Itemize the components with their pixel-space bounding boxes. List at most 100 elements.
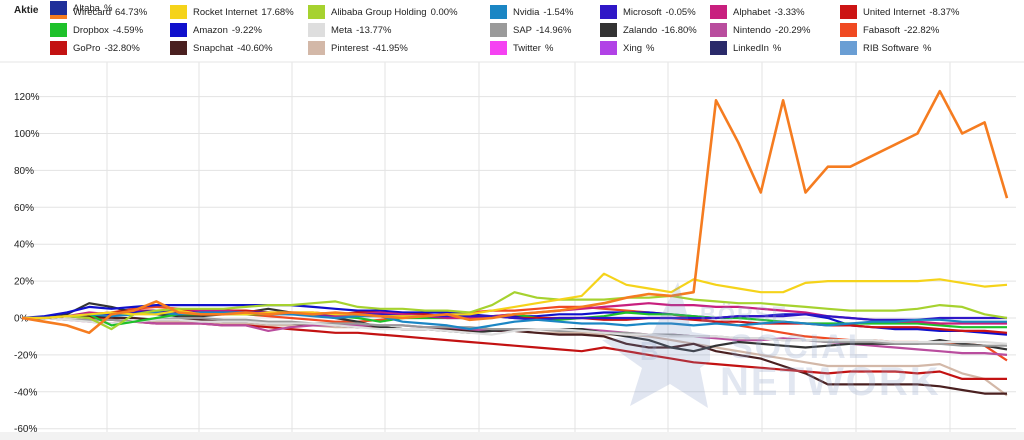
legend-label: Nvidia <box>513 6 540 18</box>
series-line-wirecard <box>21 89 1009 335</box>
legend-item-twitter[interactable]: Twitter% <box>490 40 553 56</box>
legend-label: Xing <box>623 42 643 54</box>
x-axis-strip <box>0 432 1024 440</box>
y-tick-label: 40% <box>14 240 34 251</box>
legend-item-linkedin[interactable]: LinkedIn% <box>710 40 781 56</box>
legend-swatch <box>308 23 325 37</box>
y-tick-label: -60% <box>14 424 37 435</box>
legend-swatch <box>710 23 727 37</box>
legend-value: -40.60% <box>237 42 273 54</box>
legend-label: Snapchat <box>193 42 234 54</box>
legend-swatch <box>170 5 187 19</box>
legend-swatch <box>490 23 507 37</box>
chart-series-lines <box>21 89 1009 397</box>
legend-value: -4.59% <box>112 24 144 36</box>
legend-label: Altaba <box>73 2 100 14</box>
legend-swatch <box>600 41 617 55</box>
legend-item-united-internet[interactable]: United Internet -8.37% <box>840 4 959 20</box>
y-axis-tick-labels: 120% 100% 80% 60% 40% 20% 0% -20% -40% -60% <box>14 92 40 435</box>
legend-value: -0.05% <box>665 6 696 18</box>
legend-label: Amazon <box>193 24 228 36</box>
legend-swatch <box>490 41 507 55</box>
legend-label: Alphabet <box>733 6 771 18</box>
legend-label: Pinterest <box>331 42 369 54</box>
legend-swatch <box>490 5 507 19</box>
legend-label: Rocket Internet <box>193 6 258 18</box>
legend-value: -32.80% <box>104 42 140 54</box>
series-line-alibaba-group-holding <box>22 291 1008 331</box>
legend-value: -20.29% <box>775 24 811 36</box>
legend-swatch <box>600 23 617 37</box>
series-line-meta <box>22 316 1008 345</box>
legend-value: % <box>646 42 655 54</box>
legend-value: -16.80% <box>661 24 697 36</box>
legend-item-gopro[interactable]: GoPro -32.80% <box>50 40 140 56</box>
legend-item-pinterest[interactable]: Pinterest -41.95% <box>308 40 408 56</box>
chart-legend: Aktie Wirecard 64.73% Rocket Internet 17.68… <box>0 0 1024 62</box>
y-tick-label: 20% <box>14 277 34 288</box>
legend-label: RIB Software <box>863 42 919 54</box>
legend-item-nvidia[interactable]: Nvidia -1.54% <box>490 4 574 20</box>
legend-header: Aktie <box>14 5 39 16</box>
legend-label: Zalando <box>623 24 658 36</box>
legend-value: -41.95% <box>372 42 408 54</box>
chart-grid <box>0 61 1024 440</box>
legend-swatch <box>710 5 727 19</box>
legend-item-xing[interactable]: Xing% <box>600 40 654 56</box>
legend-swatch <box>50 1 67 15</box>
y-tick-label: 0% <box>14 314 29 325</box>
legend-value: 0.00% <box>430 6 458 18</box>
legend-label: Dropbox <box>73 24 109 36</box>
legend-value: -3.33% <box>774 6 805 18</box>
legend-value: % <box>922 42 932 54</box>
legend-item-dropbox[interactable]: Dropbox -4.59% <box>50 22 143 38</box>
legend-label: Microsoft <box>623 6 662 18</box>
legend-item-zalando[interactable]: Zalando -16.80% <box>600 22 697 38</box>
y-tick-label: 120% <box>14 92 40 103</box>
y-tick-label: 80% <box>14 166 34 177</box>
legend-item-nintendo[interactable]: Nintendo -20.29% <box>710 22 810 38</box>
series-line-sap <box>22 316 1007 347</box>
legend-item-fabasoft[interactable]: Fabasoft -22.82% <box>840 22 939 38</box>
legend-swatch <box>308 41 325 55</box>
legend-swatch <box>50 23 67 37</box>
legend-item-meta[interactable]: Meta -13.77% <box>308 22 392 38</box>
legend-value: -14.96% <box>536 24 572 36</box>
legend-value: -22.82% <box>903 24 940 36</box>
legend-item-snapchat[interactable]: Snapchat -40.60% <box>170 40 273 56</box>
legend-label: United Internet <box>863 6 926 18</box>
y-tick-label: -20% <box>14 350 37 361</box>
legend-label: Fabasoft <box>863 24 900 36</box>
legend-item-rocket-internet[interactable]: Rocket Internet 17.68% <box>170 4 294 20</box>
legend-item-rib-software[interactable]: RIB Software% <box>840 40 931 56</box>
y-tick-label: -40% <box>14 387 37 398</box>
legend-item-sap[interactable]: SAP -14.96% <box>490 22 571 38</box>
legend-label: Twitter <box>513 42 541 54</box>
legend-item-amazon[interactable]: Amazon -9.22% <box>170 22 262 38</box>
legend-label: Meta <box>331 24 353 36</box>
legend-item-alibaba-group-holding[interactable]: Alibaba Group Holding 0.00% <box>308 4 458 20</box>
legend-value: -13.77% <box>356 24 392 36</box>
legend-label: Wirecard <box>73 6 112 18</box>
legend-label: LinkedIn <box>733 42 769 54</box>
legend-value: 64.73% <box>115 6 148 18</box>
legend-value: % <box>772 42 782 54</box>
legend-item-altaba[interactable]: Altaba% <box>50 0 112 16</box>
legend-item-microsoft[interactable]: Microsoft -0.05% <box>600 4 696 20</box>
legend-value: -1.54% <box>543 6 574 18</box>
legend-swatch <box>840 41 857 55</box>
legend-label: SAP <box>513 24 533 36</box>
legend-swatch <box>600 5 617 19</box>
legend-value: -8.37% <box>929 6 960 18</box>
legend-label: Nintendo <box>733 24 772 36</box>
legend-value: % <box>103 2 113 14</box>
legend-swatch <box>710 41 727 55</box>
legend-item-alphabet[interactable]: Alphabet -3.33% <box>710 4 805 20</box>
legend-swatch <box>170 23 187 37</box>
legend-swatch <box>170 41 187 55</box>
legend-value: -9.22% <box>231 24 262 36</box>
legend-swatch <box>308 5 325 19</box>
legend-value: 17.68% <box>261 6 294 18</box>
legend-label: GoPro <box>73 42 101 54</box>
